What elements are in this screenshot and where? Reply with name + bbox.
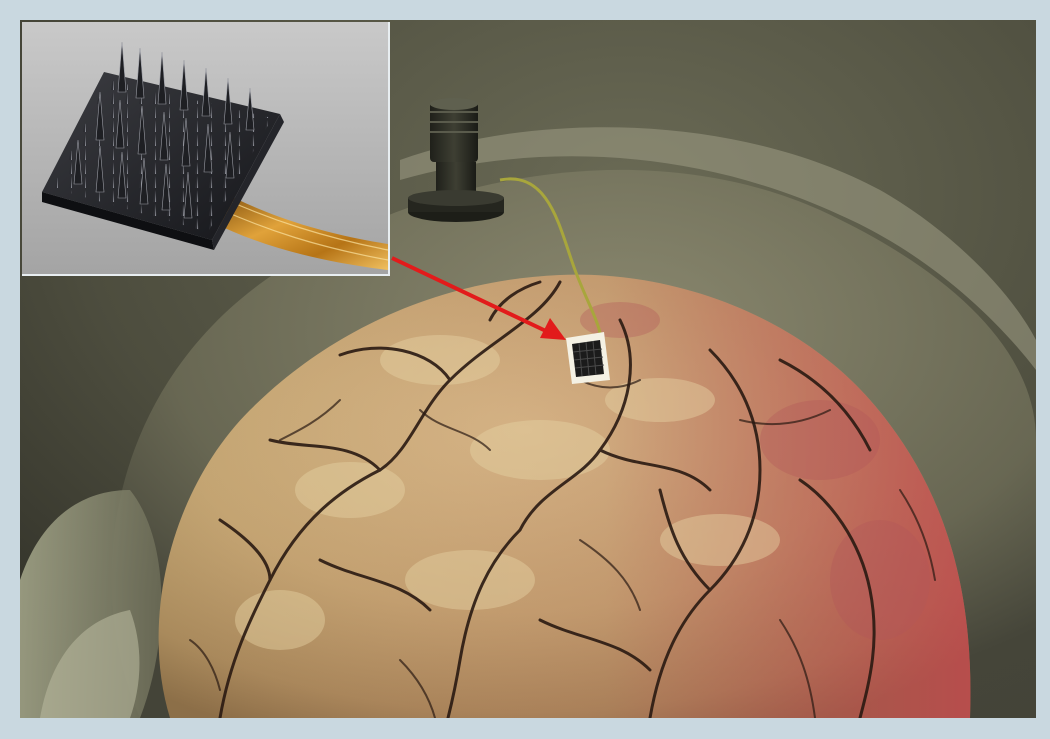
pedestal-connector: [408, 98, 504, 222]
electrode-array-inset: [22, 22, 390, 276]
brain-illustration: [20, 20, 1036, 718]
brain-scene: [20, 20, 1036, 718]
implanted-array: [566, 332, 610, 384]
electrode-array-illustration: [22, 22, 388, 274]
